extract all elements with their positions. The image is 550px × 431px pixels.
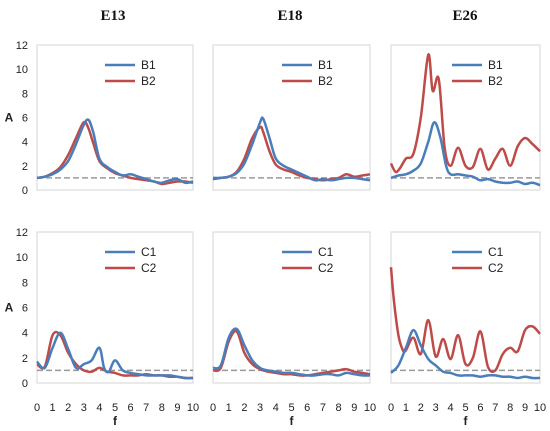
legend-label: C2 [488, 261, 504, 275]
column-title: E18 [277, 8, 302, 24]
legend-label: C2 [141, 261, 157, 275]
legend-label: C1 [488, 245, 504, 259]
x-tick-label: 10 [534, 402, 546, 414]
x-tick-label: 2 [65, 402, 71, 414]
x-tick-label: 5 [462, 402, 468, 414]
y-tick-label: 4 [22, 137, 28, 149]
legend-label: B2 [488, 74, 503, 88]
x-axis-label: f [113, 414, 118, 428]
series-line-c2 [36, 330, 194, 380]
y-tick-label: 10 [16, 252, 28, 264]
series-line-c1 [390, 328, 541, 380]
x-tick-label: 4 [96, 402, 102, 414]
x-tick-label: 7 [320, 402, 326, 414]
legend-label: C2 [318, 261, 334, 275]
y-tick-label: 8 [22, 88, 28, 100]
x-tick-label: 3 [433, 402, 439, 414]
y-tick-label: 12 [16, 40, 28, 52]
x-tick-label: 6 [304, 402, 310, 414]
x-tick-label: 9 [174, 402, 180, 414]
plot-frame [36, 44, 194, 191]
x-tick-label: 1 [226, 402, 232, 414]
y-tick-label: 2 [22, 161, 28, 173]
series-line-b1 [36, 118, 194, 185]
column-title: E26 [452, 8, 478, 24]
x-tick-label: 7 [492, 402, 498, 414]
y-tick-label: 2 [22, 353, 28, 365]
plot-frame [212, 44, 371, 191]
series-line-b2 [36, 120, 194, 186]
x-tick-label: 0 [34, 402, 40, 414]
x-tick-label: 1 [50, 402, 56, 414]
x-tick-label: 4 [273, 402, 279, 414]
x-tick-label: 6 [128, 402, 134, 414]
y-tick-label: 8 [22, 277, 28, 289]
series-line-c1 [212, 327, 371, 377]
x-tick-label: 8 [507, 402, 513, 414]
plot-frame [390, 231, 541, 384]
x-tick-label: 2 [418, 402, 424, 414]
y-axis-label: A [5, 301, 14, 315]
x-tick-label: 7 [143, 402, 149, 414]
x-axis-label: f [290, 414, 295, 428]
x-tick-label: 2 [241, 402, 247, 414]
legend-label: B2 [318, 74, 333, 88]
legend-label: B2 [141, 74, 156, 88]
plot-frame [212, 231, 371, 384]
legend-label: B1 [141, 58, 156, 72]
x-tick-label: 8 [336, 402, 342, 414]
x-tick-label: 1 [403, 402, 409, 414]
x-axis-label: f [464, 414, 469, 428]
legend-label: C1 [318, 245, 334, 259]
x-tick-label: 10 [364, 402, 376, 414]
series-line-b1 [212, 116, 371, 182]
x-tick-label: 0 [388, 402, 394, 414]
y-tick-label: 0 [22, 378, 28, 390]
legend-label: B1 [318, 58, 333, 72]
series-line-c2 [212, 329, 371, 377]
x-tick-label: 3 [257, 402, 263, 414]
y-tick-label: 0 [22, 185, 28, 197]
x-tick-label: 3 [81, 402, 87, 414]
series-line-b1 [390, 121, 541, 187]
y-tick-label: 6 [22, 113, 28, 125]
y-tick-label: 6 [22, 303, 28, 315]
x-tick-label: 9 [351, 402, 357, 414]
plot-frame [36, 231, 194, 384]
series-line-b2 [389, 53, 541, 174]
x-tick-label: 10 [187, 402, 199, 414]
column-title: E13 [100, 8, 125, 24]
y-axis-label: A [5, 111, 14, 125]
x-tick-label: 8 [159, 402, 165, 414]
y-tick-label: 10 [16, 64, 28, 76]
plot-frame [390, 44, 541, 191]
x-tick-label: 5 [112, 402, 118, 414]
series-line-c1 [36, 331, 194, 380]
x-tick-label: 4 [448, 402, 454, 414]
series-line-c2 [389, 267, 541, 374]
series-line-b2 [212, 125, 371, 182]
legend-label: C1 [141, 245, 157, 259]
legend-label: B1 [488, 58, 503, 72]
x-tick-label: 9 [522, 402, 528, 414]
x-tick-label: 6 [477, 402, 483, 414]
x-tick-label: 5 [288, 402, 294, 414]
y-tick-label: 4 [22, 328, 28, 340]
x-tick-label: 0 [210, 402, 216, 414]
y-tick-label: 12 [16, 227, 28, 239]
